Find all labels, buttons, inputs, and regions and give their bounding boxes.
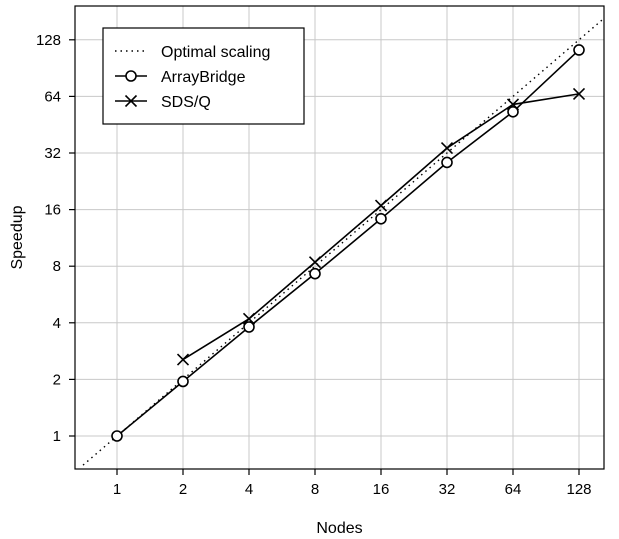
data-point-sds-q <box>374 199 388 212</box>
x-axis-label: Nodes <box>316 520 362 537</box>
x-tick-label: 2 <box>179 481 187 498</box>
x-tick-label: 4 <box>245 481 253 498</box>
data-point-sds-q <box>572 87 586 100</box>
legend-label: SDS/Q <box>161 94 211 111</box>
y-tick-label: 8 <box>53 258 61 275</box>
series-line-arraybridge <box>116 49 580 437</box>
y-tick-label: 64 <box>44 88 61 105</box>
legend-entry-arraybridge: ArrayBridge <box>115 69 246 86</box>
data-point-arraybridge <box>177 375 189 388</box>
data-point-sds-q <box>506 98 520 111</box>
legend-marker <box>125 70 137 82</box>
data-point-arraybridge <box>507 105 519 118</box>
x-tick-label: 16 <box>373 481 390 498</box>
y-tick-label: 1 <box>53 428 61 445</box>
series-line-optimal-scaling <box>82 17 604 466</box>
data-point-arraybridge <box>309 267 321 280</box>
y-tick-label: 16 <box>44 202 61 219</box>
data-point-arraybridge <box>573 44 585 56</box>
series-sds-q <box>176 87 586 366</box>
legend-entry-optimal-scaling: Optimal scaling <box>115 44 270 61</box>
x-tick-label: 64 <box>505 481 522 498</box>
y-tick-label: 2 <box>53 371 61 388</box>
grid-lines <box>75 6 604 469</box>
x-tick-label: 128 <box>566 481 591 498</box>
data-point-arraybridge <box>375 212 387 225</box>
series-arraybridge <box>111 44 585 442</box>
legend-marker <box>124 94 138 108</box>
legend-label: Optimal scaling <box>161 44 270 61</box>
data-point-sds-q <box>440 141 454 155</box>
y-axis: 1 2 4 8 16 32 64 128 <box>36 32 75 445</box>
y-tick-label: 128 <box>36 32 61 49</box>
data-point-sds-q <box>242 312 256 325</box>
y-tick-label: 32 <box>44 145 61 162</box>
data-point-arraybridge <box>243 321 255 333</box>
legend-entry-sds-q: SDS/Q <box>115 94 211 111</box>
x-tick-label: 1 <box>113 481 121 498</box>
x-tick-label: 32 <box>439 481 456 498</box>
x-tick-label: 8 <box>311 481 319 498</box>
legend-label: ArrayBridge <box>161 69 246 86</box>
data-point-arraybridge <box>441 156 453 169</box>
data-point-sds-q <box>176 353 190 366</box>
legend: Optimal scaling ArrayBridge SDS/Q <box>102 27 305 125</box>
plot-frame <box>74 5 605 470</box>
x-axis: 1 2 4 8 16 32 64 128 <box>113 469 592 498</box>
series-layer <box>82 17 604 466</box>
y-tick-label: 4 <box>53 315 61 332</box>
y-axis-label: Speedup <box>9 205 26 269</box>
series-optimal-scaling <box>82 17 604 466</box>
data-point-sds-q <box>308 256 322 269</box>
data-point-arraybridge <box>111 430 123 442</box>
